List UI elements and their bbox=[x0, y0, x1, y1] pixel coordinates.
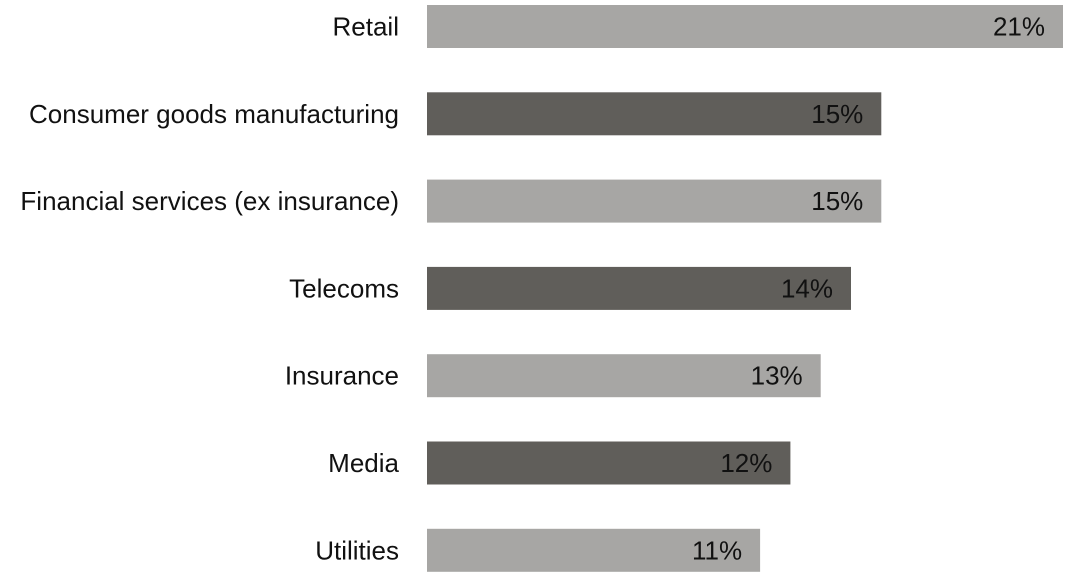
bar-4 bbox=[427, 354, 821, 398]
category-label: Retail bbox=[333, 12, 399, 42]
category-label: Utilities bbox=[315, 535, 399, 565]
value-label: 21% bbox=[993, 12, 1045, 42]
value-label: 14% bbox=[781, 273, 833, 303]
value-label: 13% bbox=[751, 361, 803, 391]
category-label: Media bbox=[328, 448, 399, 478]
value-label: 11% bbox=[692, 535, 742, 565]
bar-6 bbox=[427, 528, 761, 572]
bar-0 bbox=[427, 5, 1063, 48]
category-label: Consumer goods manufacturing bbox=[29, 99, 399, 129]
bar-5 bbox=[427, 441, 791, 485]
value-label: 12% bbox=[720, 448, 772, 478]
category-label: Insurance bbox=[285, 361, 399, 391]
value-label: 15% bbox=[811, 99, 863, 129]
category-label: Financial services (ex insurance) bbox=[20, 186, 399, 216]
bar-3 bbox=[427, 266, 851, 310]
bar-2 bbox=[427, 179, 882, 223]
category-label: Telecoms bbox=[289, 273, 399, 303]
bar-1 bbox=[427, 92, 882, 136]
value-label: 15% bbox=[811, 186, 863, 216]
